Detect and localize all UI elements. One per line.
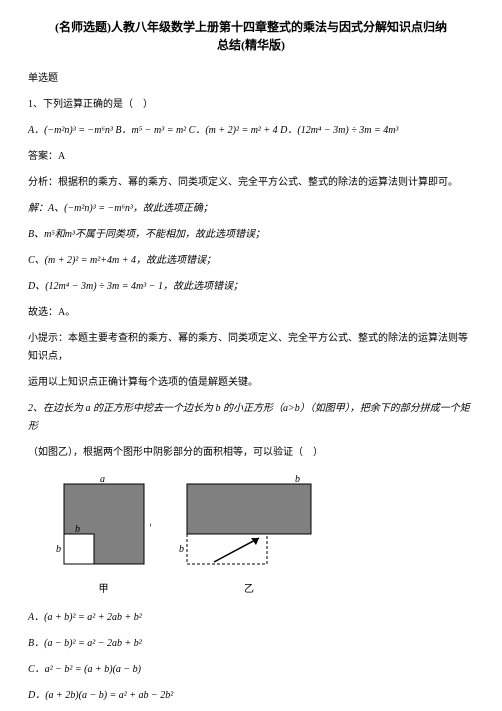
q2-option-b: B．(a − b)² = a² − 2ab + b² — [28, 635, 474, 653]
figure-jia: a a b b 甲 — [56, 472, 151, 599]
q2-option-c: C．a² − b² = (a + b)(a − b) — [28, 661, 474, 679]
rect-shade — [187, 484, 311, 534]
document-title: (名师选题)人教八年级数学上册第十四章整式的乘法与因式分解知识点归纳 总结(精华… — [28, 18, 474, 54]
label-b-left-yi: b — [179, 544, 184, 555]
figure-jia-label: 甲 — [56, 581, 151, 599]
label-b-top: b — [75, 524, 80, 535]
analysis: 分析：根据积的乘方、幂的乘方、同类项定义、完全平方公式、整式的除法的运算法则计算… — [28, 174, 474, 192]
q2-option-d: D．(a + 2b)(a − b) = a² + ab − 2b² — [28, 687, 474, 705]
small-square — [64, 534, 94, 564]
q1-options: A．(−m²n)³ = −m⁶n³ B．m⁵ − m³ = m² C．(m + … — [28, 122, 474, 140]
q2-option-a: A．(a + b)² = a² + 2ab + b² — [28, 609, 474, 627]
title-line-2: 总结(精华版) — [217, 38, 285, 52]
answer-label: 答案：A — [28, 148, 474, 166]
label-a-top: a — [100, 474, 105, 485]
solution-b: B、m⁵和m³不属于同类项，不能相加，故此选项错误； — [28, 226, 474, 244]
label-b-left: b — [56, 544, 61, 555]
title-line-1: (名师选题)人教八年级数学上册第十四章整式的乘法与因式分解知识点归纳 — [55, 20, 447, 34]
conclusion: 故选：A。 — [28, 304, 474, 322]
label-a-right: a — [150, 519, 151, 530]
solution-c: C、(m + 2)² = m²+4m + 4，故此选项错误； — [28, 252, 474, 270]
q2-line-2: （如图乙），根据两个图形中阴影部分的面积相等，可以验证（ ） — [28, 444, 474, 462]
figure-jia-svg: a a b b — [56, 472, 151, 570]
solution-d: D、(12m⁴ − 3m) ÷ 3m = 4m³ − 1，故此选项错误； — [28, 278, 474, 296]
tip-line-2: 运用以上知识点正确计算每个选项的值是解题关键。 — [28, 374, 474, 392]
q1-stem: 1、下列运算正确的是（ ） — [28, 96, 474, 114]
figure-yi-label: 乙 — [179, 581, 319, 599]
figure-yi: b b 乙 — [179, 472, 319, 599]
q2-line-1: 2、在边长为 a 的正方形中挖去一个边长为 b 的小正方形（a>b）（如图甲），… — [28, 400, 474, 436]
solution-a: 解：A、(−m²n)³ = −m⁶n³，故此选项正确； — [28, 200, 474, 218]
figure-yi-svg: b b — [179, 472, 319, 570]
tip-line-1: 小提示：本题主要考查积的乘方、幂的乘方、同类项定义、完全平方公式、整式的除法的运… — [28, 330, 474, 366]
section-heading: 单选题 — [28, 70, 474, 88]
figures-row: a a b b 甲 b b 乙 — [56, 472, 474, 599]
arrow-line — [214, 538, 259, 562]
label-b-top-yi: b — [295, 474, 300, 485]
